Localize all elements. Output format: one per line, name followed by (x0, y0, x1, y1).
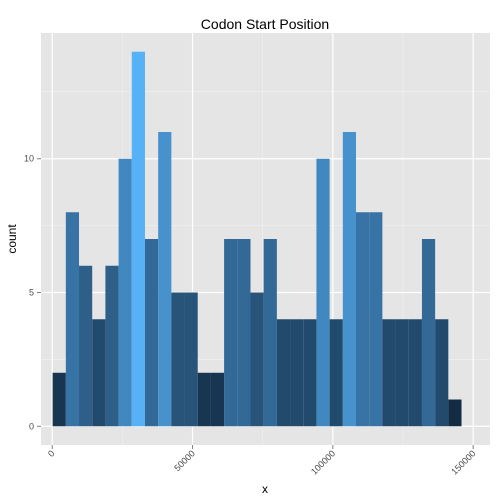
histogram-bar (65, 212, 80, 427)
x-axis-title: x (262, 482, 268, 496)
y-axis-title: count (5, 224, 19, 254)
histogram-bar (263, 239, 277, 427)
histogram-bar (79, 265, 93, 427)
bars (52, 51, 462, 427)
x-axis-ticks: 0 50000 100000 150000 (46, 445, 478, 477)
histogram-bar (382, 319, 396, 427)
histogram-bar (421, 239, 436, 427)
histogram-bar (316, 158, 330, 427)
x-tick-label: 150000 (449, 448, 477, 476)
histogram-bar (92, 319, 106, 427)
y-tick-label: 10 (24, 154, 34, 164)
histogram-bar (435, 319, 449, 427)
histogram-bar (224, 239, 238, 427)
y-tick-label: 0 (29, 421, 34, 431)
histogram-bar (197, 372, 211, 427)
histogram-bar (131, 51, 145, 427)
histogram-bar (144, 239, 159, 427)
histogram-bar (342, 131, 357, 427)
histogram-bar (171, 292, 185, 427)
x-tick-label: 100000 (309, 448, 337, 476)
histogram-bar (448, 399, 462, 427)
major-grid (41, 33, 490, 445)
histogram-bar (356, 212, 370, 427)
histogram-bar (250, 292, 264, 427)
histogram-bar (408, 319, 422, 427)
histogram-bar (237, 239, 251, 427)
histogram-bar (118, 158, 132, 427)
chart-title: Codon Start Position (201, 16, 329, 32)
histogram-bar (329, 319, 343, 427)
histogram-bar (369, 212, 383, 427)
x-tick-label: 0 (46, 448, 57, 459)
histogram-bar (210, 372, 225, 427)
histogram-bar (395, 319, 409, 427)
histogram-bar (158, 131, 172, 427)
y-axis-ticks: 0 5 10 (24, 154, 41, 431)
histogram-bar (105, 265, 119, 427)
histogram-bar (290, 319, 304, 427)
y-tick-label: 5 (29, 288, 34, 298)
histogram-bar (303, 319, 317, 427)
histogram-bar (52, 372, 66, 427)
histogram-bar (276, 319, 291, 427)
histogram-bar (184, 292, 198, 427)
x-tick-label: 50000 (172, 448, 197, 473)
